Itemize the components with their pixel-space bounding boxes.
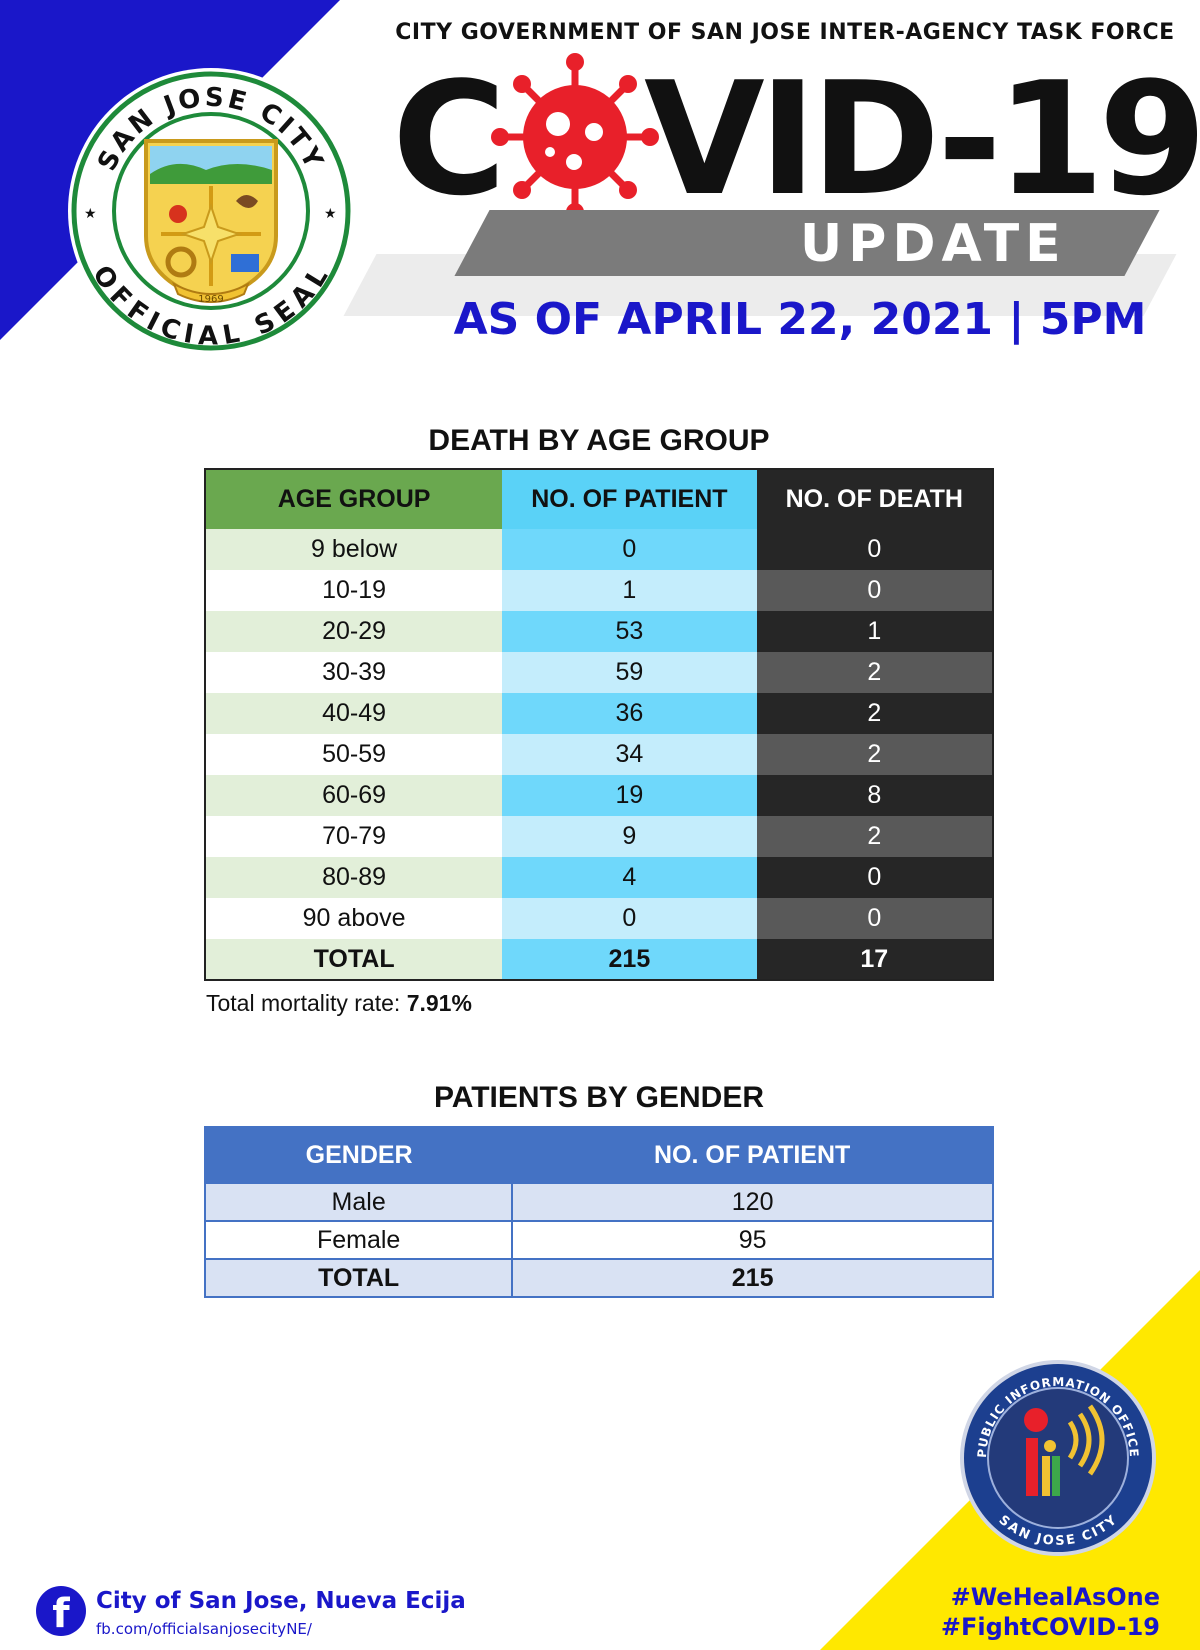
patients-cell: 4 xyxy=(502,857,757,898)
update-label: UPDATE xyxy=(800,214,1067,274)
total-patients-cell: 215 xyxy=(502,939,757,980)
coronavirus-icon xyxy=(491,53,659,221)
patients-cell: 59 xyxy=(502,652,757,693)
hashtag-weheal: #WeHealAsOne xyxy=(950,1583,1160,1611)
svg-text:★: ★ xyxy=(324,205,337,221)
table-row: 50-59 34 2 xyxy=(205,734,993,775)
table-row: 70-79 9 2 xyxy=(205,816,993,857)
mortality-label: Total mortality rate: xyxy=(206,990,407,1016)
facebook-page-url[interactable]: fb.com/officialsanjosecityNE/ xyxy=(96,1620,312,1638)
hashtag-fightcovid: #FightCOVID-19 xyxy=(940,1613,1160,1641)
age-group-cell: 70-79 xyxy=(205,816,503,857)
table-row: 30-39 59 2 xyxy=(205,652,993,693)
header-no-of-patient: NO. OF PATIENT xyxy=(502,469,757,529)
table-row: Female 95 xyxy=(203,1220,994,1260)
deaths-cell: 1 xyxy=(756,611,993,652)
total-patients-cell: 215 xyxy=(511,1258,994,1298)
age-group-cell: 50-59 xyxy=(205,734,503,775)
patients-cell: 95 xyxy=(511,1220,994,1260)
table-row: 80-89 4 0 xyxy=(205,857,993,898)
age-group-cell: 20-29 xyxy=(205,611,503,652)
gender-table-header: GENDER NO. OF PATIENT xyxy=(205,1127,993,1183)
patients-cell: 19 xyxy=(502,775,757,816)
age-table-header: AGE GROUP NO. OF PATIENT NO. OF DEATH xyxy=(205,469,993,529)
patients-cell: 34 xyxy=(502,734,757,775)
total-deaths-cell: 17 xyxy=(756,939,993,980)
age-group-cell: 40-49 xyxy=(205,693,503,734)
header-gender: GENDER xyxy=(205,1127,513,1183)
patients-cell: 9 xyxy=(502,816,757,857)
agency-heading: CITY GOVERNMENT OF SAN JOSE INTER-AGENCY… xyxy=(395,20,1175,45)
table-total-row: TOTAL 215 xyxy=(203,1258,994,1298)
age-group-cell: 60-69 xyxy=(205,775,503,816)
age-table-title: DEATH BY AGE GROUP xyxy=(428,424,770,457)
deaths-cell: 0 xyxy=(756,529,993,570)
table-row: 10-19 1 0 xyxy=(205,570,993,611)
table-row: Male 120 xyxy=(203,1182,994,1222)
covid-title-c: C xyxy=(392,48,506,230)
table-row: 90 above 0 0 xyxy=(205,898,993,939)
deaths-cell: 2 xyxy=(756,652,993,693)
san-jose-city-seal-logo: SAN JOSE CITY OFFICIAL SEAL ★ ★ 1969 xyxy=(68,68,354,354)
facebook-page-name[interactable]: City of San Jose, Nueva Ecija xyxy=(96,1588,466,1614)
deaths-cell: 8 xyxy=(756,775,993,816)
age-group-table: AGE GROUP NO. OF PATIENT NO. OF DEATH 9 … xyxy=(204,468,994,981)
patients-cell: 36 xyxy=(502,693,757,734)
age-group-cell: 80-89 xyxy=(205,857,503,898)
total-label-cell: TOTAL xyxy=(203,1258,514,1298)
deaths-cell: 0 xyxy=(756,570,993,611)
svg-text:★: ★ xyxy=(84,205,97,221)
patients-cell: 1 xyxy=(502,570,757,611)
header-gender-no-of-patient: NO. OF PATIENT xyxy=(512,1127,993,1183)
patients-cell: 53 xyxy=(502,611,757,652)
mortality-value: 7.91% xyxy=(406,990,472,1016)
as-of-date: AS OF APRIL 22, 2021 | 5PM xyxy=(453,294,1147,345)
age-group-cell: 30-39 xyxy=(205,652,503,693)
table-row: 20-29 53 1 xyxy=(205,611,993,652)
patients-cell: 0 xyxy=(502,529,757,570)
gender-cell: Female xyxy=(203,1220,514,1260)
svg-text:1969: 1969 xyxy=(198,294,223,305)
table-row: 60-69 19 8 xyxy=(205,775,993,816)
gender-cell: Male xyxy=(203,1182,514,1222)
deaths-cell: 2 xyxy=(756,734,993,775)
deaths-cell: 2 xyxy=(756,693,993,734)
patients-cell: 120 xyxy=(511,1182,994,1222)
deaths-cell: 2 xyxy=(756,816,993,857)
patients-cell: 0 xyxy=(502,898,757,939)
deaths-cell: 0 xyxy=(756,898,993,939)
table-row: 9 below 0 0 xyxy=(205,529,993,570)
gender-table: GENDER NO. OF PATIENT Male 120 Female 95… xyxy=(203,1126,994,1298)
mortality-rate: Total mortality rate: 7.91% xyxy=(206,990,472,1017)
public-information-office-logo: PUBLIC INFORMATION OFFICE SAN JOSE CITY xyxy=(960,1360,1156,1556)
age-group-cell: 90 above xyxy=(205,898,503,939)
age-group-cell: 10-19 xyxy=(205,570,503,611)
gender-table-title: PATIENTS BY GENDER xyxy=(433,1081,765,1114)
covid-title-rest: VID-19 xyxy=(644,48,1200,230)
header-age-group: AGE GROUP xyxy=(205,469,503,529)
age-group-cell: 9 below xyxy=(205,529,503,570)
total-label-cell: TOTAL xyxy=(205,939,503,980)
hashtags: #WeHealAsOne #FightCOVID-19 xyxy=(941,1582,1160,1642)
table-total-row: TOTAL 215 17 xyxy=(205,939,993,980)
deaths-cell: 0 xyxy=(756,857,993,898)
facebook-icon[interactable]: f xyxy=(36,1586,86,1636)
table-row: 40-49 36 2 xyxy=(205,693,993,734)
header-no-of-death: NO. OF DEATH xyxy=(756,469,993,529)
